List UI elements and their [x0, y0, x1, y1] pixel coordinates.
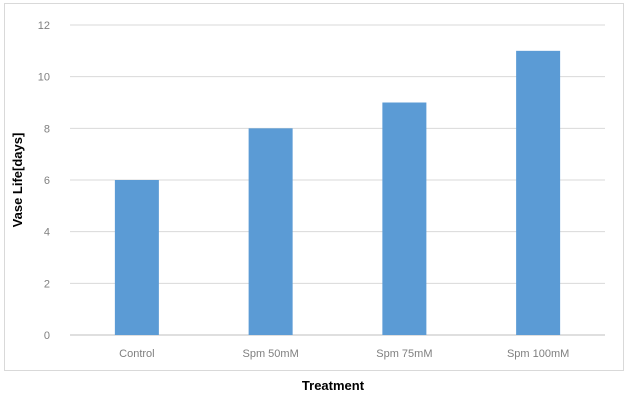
y-tick-label: 12: [38, 20, 50, 32]
x-tick-label: Spm 75mM: [376, 348, 432, 360]
y-tick-label: 2: [44, 278, 50, 290]
y-tick-label: 0: [44, 330, 50, 342]
bar: [248, 128, 293, 335]
bar: [382, 102, 427, 335]
bar: [516, 50, 561, 335]
y-tick-label: 8: [44, 123, 50, 135]
x-axis-title: Treatment: [302, 378, 365, 393]
y-tick-label: 4: [44, 227, 50, 239]
x-tick-label: Spm 100mM: [507, 348, 569, 360]
bars: [114, 50, 561, 335]
y-tick-label: 10: [38, 72, 50, 84]
y-axis-ticks: 0 2 4 6 8 10 12: [38, 20, 50, 342]
x-tick-label: Spm 50mM: [243, 348, 299, 360]
y-axis-title: Vase Life[days]: [10, 133, 25, 228]
y-tick-label: 6: [44, 175, 50, 187]
x-axis-ticks: Control Spm 50mM Spm 75mM Spm 100mM: [119, 348, 569, 360]
x-tick-label: Control: [119, 348, 154, 360]
gridlines: [70, 24, 605, 336]
bar: [114, 180, 159, 335]
